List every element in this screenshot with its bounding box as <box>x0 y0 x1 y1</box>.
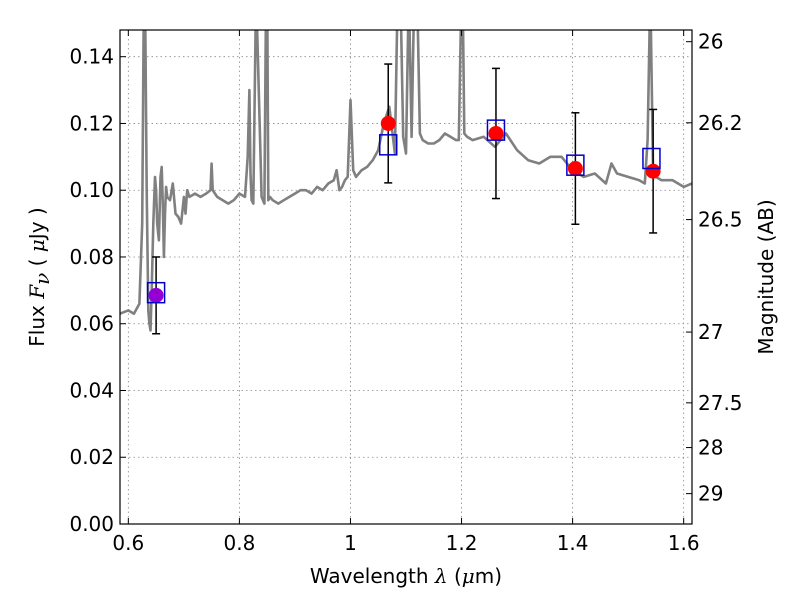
plot-frame <box>119 29 693 525</box>
y2-tick-label: 27 <box>698 320 723 344</box>
observed-point <box>567 161 583 177</box>
y-tick-label: 0.00 <box>69 512 114 536</box>
y2-tick-label: 28 <box>698 436 723 460</box>
model-square <box>146 281 166 304</box>
axes: 0.6 0.8 1 1.2 1.4 1.6 0.00 0.02 0.04 0.06 0.08 0.10… <box>69 30 742 555</box>
y2-tick-label: 26.5 <box>698 208 743 232</box>
y2-axis-label: Magnitude (AB) <box>754 199 778 354</box>
x-tick-label: 1 <box>344 531 357 555</box>
y-tick-label: 0.04 <box>69 378 114 402</box>
plot-area <box>120 30 692 335</box>
observed-point <box>488 125 504 141</box>
model-square <box>378 134 398 156</box>
y-tick-label: 0.06 <box>69 312 114 336</box>
x-tick-label: 0.6 <box>112 531 144 555</box>
y-tick-label: 0.12 <box>69 111 114 135</box>
y2-tick-label: 26.2 <box>698 111 743 135</box>
x-tick-label: 0.8 <box>223 531 255 555</box>
y2-tick-label: 27.5 <box>698 391 743 415</box>
y-tick-label: 0.08 <box>69 245 114 269</box>
y-tick-label: 0.10 <box>69 178 114 202</box>
y-axis-label: Flux Fν ( μJy ) <box>25 207 54 346</box>
y-tick-label: 0.02 <box>69 445 114 469</box>
observed-point <box>148 287 164 303</box>
y-tick-label: 0.14 <box>69 45 114 69</box>
model-square <box>642 147 661 170</box>
x-tick-label: 1.2 <box>446 531 478 555</box>
y2-tick-label: 29 <box>698 482 723 506</box>
x-tick-label: 1.4 <box>557 531 589 555</box>
x-axis-label: Wavelength λ (μm) <box>310 564 502 588</box>
observed-point <box>380 115 396 131</box>
spectrum-line <box>120 30 692 332</box>
model-square <box>566 154 585 176</box>
x-tick-label: 1.6 <box>668 531 700 555</box>
y2-tick-label: 26 <box>698 30 723 54</box>
model-square <box>486 119 506 141</box>
observed-point <box>645 163 661 179</box>
